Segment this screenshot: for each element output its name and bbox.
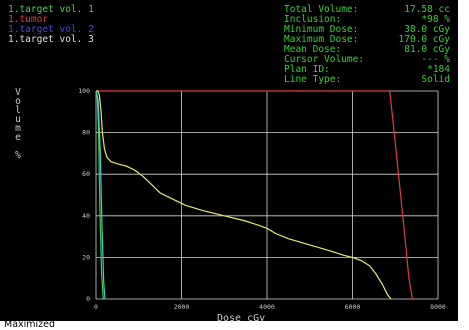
legend-target-vol-3[interactable]: 1.target vol. 3 — [8, 34, 94, 45]
info-cursor-volume: Cursor Volume: --- % — [284, 55, 450, 65]
y-tick-label: 20 — [82, 253, 90, 261]
dvh-plot[interactable]: 0 20 40 60 80 100 0 2000 4000 6000 8000 — [0, 0, 458, 321]
info-key: Maximum Dose: — [284, 34, 359, 45]
y-axis-label-char: u — [15, 114, 21, 125]
info-value: Solid — [421, 74, 450, 85]
series-line-1-target-vol-2 — [95, 90, 106, 300]
info-value: 17.58 cc — [404, 4, 450, 15]
y-axis-label-char: % — [15, 150, 21, 161]
info-key: Mean Dose: — [284, 44, 342, 55]
legend-target-vol-1[interactable]: 1.target vol. 1 — [8, 4, 94, 15]
info-value: 81.0 cGy — [404, 44, 450, 55]
grid — [95, 90, 439, 300]
series-line-1-target-vol-3 — [96, 90, 392, 300]
info-key: Plan ID: — [284, 64, 330, 75]
info-key: Cursor Volume: — [284, 54, 365, 65]
x-tick-label: 2000 — [174, 303, 190, 311]
info-total-volume: Total Volume: 17.58 cc — [284, 5, 450, 15]
y-tick-label: 40 — [82, 212, 90, 220]
legend-tumor[interactable]: 1.tumor — [8, 14, 49, 25]
info-inclusion: Inclusion: *98 % — [284, 15, 450, 25]
y-tick-label: 60 — [82, 170, 90, 178]
y-axis-label-char: o — [15, 96, 21, 107]
dvh-viewer: 1.target vol. 1 1.tumor 1.target vol. 2 … — [0, 0, 458, 321]
legend-target-vol-2[interactable]: 1.target vol. 2 — [8, 24, 94, 35]
info-value: *98 % — [421, 14, 450, 25]
window-status-text: Maximized — [4, 319, 56, 330]
y-tick-label: 0 — [86, 295, 90, 303]
x-tick-label: 0 — [94, 303, 98, 311]
info-value: *184 — [427, 64, 450, 75]
x-tick-label: 6000 — [345, 303, 361, 311]
info-key: Line Type: — [284, 74, 342, 85]
info-key: Minimum Dose: — [284, 24, 359, 35]
series-line-1-tumor — [96, 90, 413, 300]
info-maximum-dose: Maximum Dose: 170.0 cGy — [284, 35, 450, 45]
info-value: 170.0 cGy — [398, 34, 450, 45]
info-plan-id: Plan ID: *184 — [284, 65, 450, 75]
info-minimum-dose: Minimum Dose: 38.0 cGy — [284, 25, 450, 35]
y-tick-label: 80 — [82, 129, 90, 137]
y-axis-label-char: V — [15, 87, 21, 98]
y-tick-label: 100 — [78, 87, 90, 95]
info-value: 38.0 cGy — [404, 24, 450, 35]
y-axis-label-char: l — [15, 105, 21, 116]
info-key: Inclusion: — [284, 14, 342, 25]
x-tick-label: 8000 — [430, 303, 446, 311]
y-axis-label-char: e — [15, 132, 21, 143]
x-axis-label: Dose cGy — [217, 313, 266, 321]
tick-labels: 0 20 40 60 80 100 0 2000 4000 6000 8000 — [78, 87, 446, 311]
info-line-type: Line Type: Solid — [284, 75, 450, 85]
info-key: Total Volume: — [284, 4, 359, 15]
info-mean-dose: Mean Dose: 81.0 cGy — [284, 45, 450, 55]
series-lines — [95, 90, 413, 300]
y-axis-label-char: m — [15, 123, 21, 134]
x-tick-label: 4000 — [259, 303, 275, 311]
info-value: --- % — [421, 54, 450, 65]
